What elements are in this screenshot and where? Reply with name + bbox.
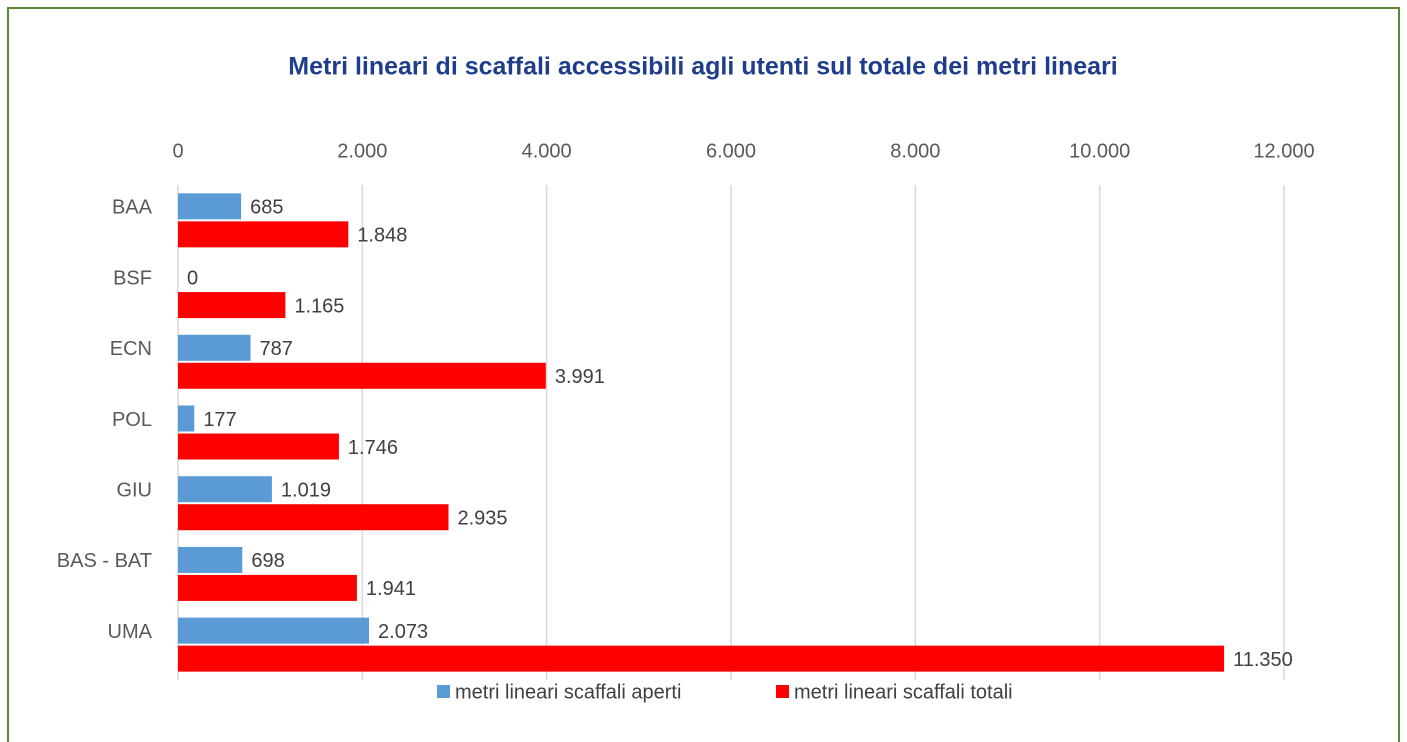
bar: [178, 292, 286, 319]
y-tick-label: BAS - BAT: [57, 550, 152, 572]
y-tick-label: BSF: [113, 267, 152, 289]
legend-swatch: [776, 685, 789, 698]
chart-title: Metri lineari di scaffali accessibili ag…: [288, 53, 1117, 81]
data-label: 1.746: [348, 437, 398, 459]
y-tick-label: POL: [112, 409, 152, 431]
data-label: 685: [250, 197, 283, 219]
bar: [178, 405, 195, 432]
bar: [178, 504, 449, 531]
y-tick-label: GIU: [116, 479, 152, 501]
x-tick-label: 12.000: [1253, 140, 1314, 162]
data-label: 1.848: [357, 225, 407, 247]
x-tick-label: 4.000: [522, 140, 572, 162]
data-label: 11.350: [1233, 649, 1293, 671]
x-tick-label: 2.000: [337, 140, 387, 162]
bar: [178, 645, 1225, 672]
x-tick-label: 8.000: [890, 140, 940, 162]
bar: [178, 574, 357, 601]
x-tick-label: 0: [172, 140, 183, 162]
bar: [178, 221, 349, 248]
y-tick-label: BAA: [112, 197, 153, 219]
data-label: 2.935: [458, 507, 508, 529]
bar: [178, 362, 546, 389]
data-label: 2.073: [378, 621, 428, 643]
legend-label: metri lineari scaffali totali: [794, 681, 1013, 703]
x-tick-label: 6.000: [706, 140, 756, 162]
data-label: 1.165: [294, 295, 344, 317]
data-label: 698: [251, 550, 284, 572]
bar: [178, 476, 272, 503]
legend-swatch: [437, 685, 450, 698]
bar: [178, 617, 370, 644]
bar: [178, 334, 251, 361]
data-label: 177: [203, 409, 236, 431]
data-label: 1.941: [366, 578, 416, 600]
y-tick-label: ECN: [110, 338, 152, 360]
bar: [178, 546, 243, 573]
bar: [178, 193, 242, 220]
bar: [178, 433, 339, 460]
data-label: 3.991: [555, 366, 605, 388]
x-tick-label: 10.000: [1069, 140, 1130, 162]
frame: [7, 7, 1400, 742]
y-tick-label: UMA: [108, 621, 153, 643]
data-label: 1.019: [281, 479, 331, 501]
legend-label: metri lineari scaffali aperti: [455, 681, 681, 703]
data-label: 0: [187, 267, 198, 289]
data-label: 787: [260, 338, 293, 360]
